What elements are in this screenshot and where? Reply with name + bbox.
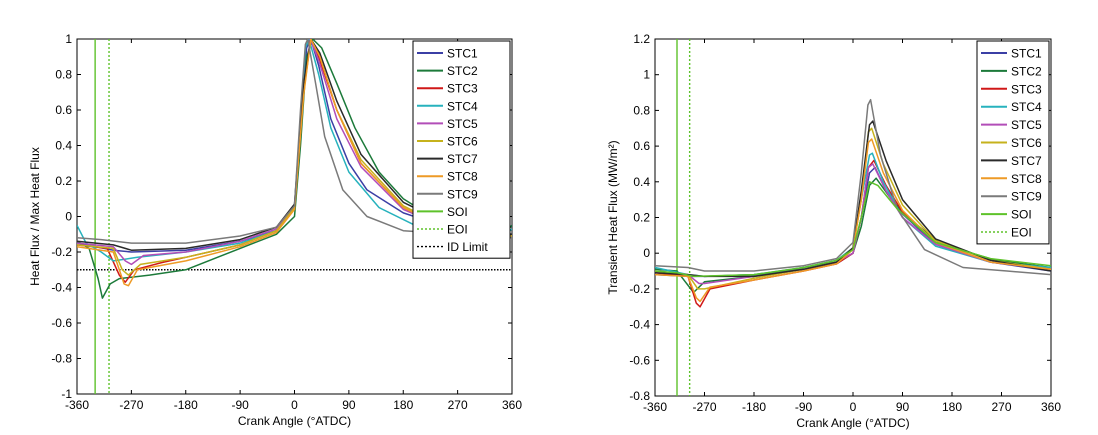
y-tick-label: -0.2 — [629, 282, 650, 296]
y-tick-label: 0.8 — [55, 68, 72, 82]
y-tick-label: 1 — [643, 68, 650, 82]
y-tick-label: 0.4 — [633, 175, 650, 189]
x-tick-label: -270 — [692, 400, 716, 414]
legend-label-stc6: STC6 — [447, 135, 478, 149]
y-tick-label: 0.6 — [633, 139, 650, 153]
x-tick-label: 0 — [291, 398, 298, 412]
x-tick-label: 270 — [991, 400, 1011, 414]
y-tick-label: -0.6 — [51, 316, 72, 330]
x-tick-label: -90 — [231, 398, 249, 412]
y-tick-label: 0.2 — [55, 174, 72, 188]
series-line-stc7 — [655, 120, 1051, 278]
x-tick-label: 270 — [448, 398, 468, 412]
y-tick-label: -0.4 — [51, 281, 72, 295]
legend-label-stc7: STC7 — [1011, 154, 1042, 168]
x-tick-label: -360 — [643, 400, 667, 414]
plot-area — [77, 39, 512, 394]
legend-label-stc8: STC8 — [447, 170, 478, 184]
x-tick-label: 90 — [896, 400, 910, 414]
x-tick-label: -270 — [119, 398, 143, 412]
legend-label-stc5: STC5 — [447, 117, 478, 131]
legend-label-soi: SOI — [447, 205, 468, 219]
legend-label-stc4: STC4 — [447, 99, 478, 113]
legend-label-stc8: STC8 — [1011, 172, 1042, 186]
legend-label-stc2: STC2 — [1011, 64, 1042, 78]
legend-label-soi: SOI — [1011, 208, 1032, 222]
legend-label-eoi: EOI — [1011, 226, 1032, 240]
y-tick-label: 1 — [65, 32, 72, 46]
y-tick-label: -0.8 — [51, 352, 72, 366]
y-tick-label: 0.4 — [55, 139, 72, 153]
series-line-stc9 — [655, 98, 1051, 276]
legend-box — [412, 40, 511, 259]
y-tick-label: 0 — [65, 210, 72, 224]
legend-label-stc3: STC3 — [1011, 82, 1042, 96]
y-axis-label: Heat Flux / Max Heat Flux — [28, 147, 42, 286]
x-tick-label: -180 — [174, 398, 198, 412]
series-line-stc1 — [77, 39, 512, 253]
plot-area — [655, 39, 1051, 396]
legend-label-stc6: STC6 — [1011, 136, 1042, 150]
legend-label-eoi: EOI — [447, 223, 468, 237]
x-tick-label: -360 — [65, 398, 89, 412]
x-tick-label: 360 — [1041, 400, 1061, 414]
legend-label-stc2: STC2 — [447, 64, 478, 78]
chart-1: -360 -270 -180 -90 0 90 180 270 360 -1 -0.8 -0.6 -0.… — [28, 32, 522, 428]
x-tick-label: 360 — [502, 398, 522, 412]
y-tick-label: 0.6 — [55, 103, 72, 117]
y-tick-label: -0.8 — [629, 389, 650, 403]
x-tick-label: 0 — [850, 400, 857, 414]
x-axis-label: Crank Angle (°ATDC) — [796, 416, 909, 430]
y-tick-label: 0.8 — [633, 103, 650, 117]
legend: STC1 STC2 STC3 STC4 STC5 STC6 STC7 STC8 STC9 SOI E… — [976, 40, 1050, 245]
x-tick-label: 180 — [942, 400, 962, 414]
legend-label-stc1: STC1 — [1011, 47, 1042, 61]
y-tick-label: 1.2 — [633, 32, 650, 46]
series-line-stc7 — [77, 39, 512, 251]
legend-label-stc5: STC5 — [1011, 118, 1042, 132]
y-tick-label: -0.2 — [51, 245, 72, 259]
x-tick-label: -90 — [795, 400, 813, 414]
legend-label-stc4: STC4 — [1011, 100, 1042, 114]
legend-label-stc9: STC9 — [447, 187, 478, 201]
legend-label-stc1: STC1 — [447, 47, 478, 61]
legend-label-stc7: STC7 — [447, 152, 478, 166]
y-tick-label: -0.4 — [629, 318, 650, 332]
x-tick-label: 180 — [393, 398, 413, 412]
legend: STC1 STC2 STC3 STC4 STC5 STC6 STC7 STC8 STC9 SOI E… — [412, 40, 511, 259]
series-line-stc9 — [77, 39, 512, 244]
y-tick-label: -0.6 — [629, 353, 650, 367]
legend-label-id-limit: ID Limit — [447, 240, 488, 254]
y-tick-label: 0.2 — [633, 211, 650, 225]
legend-label-stc9: STC9 — [1011, 190, 1042, 204]
y-tick-label: 0 — [643, 246, 650, 260]
x-axis-label: Crank Angle (°ATDC) — [238, 414, 351, 428]
chart-2: -360 -270 -180 -90 0 90 180 270 360 -0.8 -0.6 -0.4 -… — [606, 32, 1061, 430]
x-tick-label: 90 — [342, 398, 356, 412]
y-tick-label: -1 — [61, 387, 72, 401]
series-line-soi — [655, 181, 1051, 278]
x-tick-label: -180 — [742, 400, 766, 414]
series-line-stc8 — [77, 39, 512, 287]
y-axis-label: Transient Heat Flux (MW/m²) — [606, 140, 620, 294]
legend-label-stc3: STC3 — [447, 82, 478, 96]
